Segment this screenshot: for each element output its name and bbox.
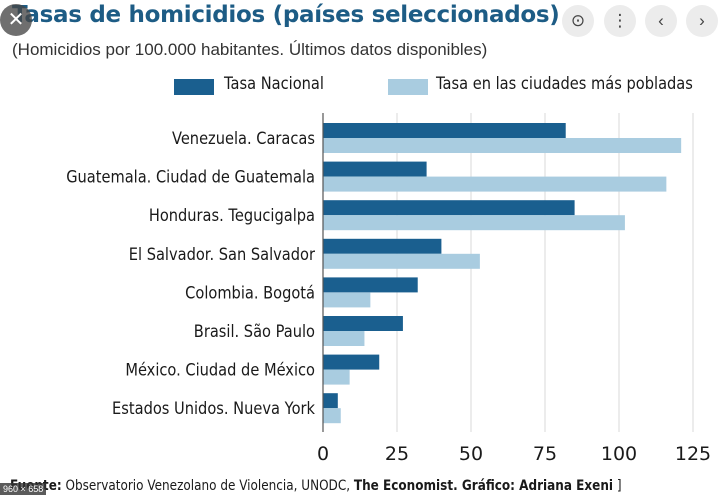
x-tick-label-0: 0 [317,443,329,465]
source-list: Observatorio Venezolano de Violencia, UN… [65,478,351,494]
bar-national-5 [323,316,403,331]
x-tick-label-50: 50 [459,443,483,465]
bar-national-3 [323,238,442,254]
chart-subtitle: (Homicidios por 100.000 habitantes. Últi… [12,40,488,59]
bar-national-1 [323,161,427,177]
legend-label-national: Tasa Nacional [224,74,324,94]
category-label-0: Venezuela. Caracas [172,128,315,148]
chart-title: Tasas de homicidios (países seleccionado… [12,2,560,28]
category-label-3: El Salvador. San Salvador [129,244,316,264]
bar-cities-4 [323,292,371,308]
bar-cities-6 [323,369,350,385]
source-note: Fuente: Observatorio Venezolano de Viole… [10,478,622,494]
bar-national-4 [323,277,418,293]
category-label-4: Colombia. Bogotá [185,282,315,302]
x-tick-label-25: 25 [385,443,409,465]
next-image-icon[interactable]: › [686,5,718,37]
close-icon[interactable]: ✕ [0,4,32,36]
source-suffix: ] [616,478,622,494]
image-dimensions-badge: 960 × 658 [0,483,47,495]
bar-cities-5 [323,331,365,346]
x-tick-label-125: 125 [675,443,711,465]
category-label-1: Guatemala. Ciudad de Guatemala [66,167,315,187]
category-label-6: México. Ciudad de México [125,360,315,380]
bar-national-0 [323,123,566,138]
bar-cities-7 [323,408,341,424]
bar-national-2 [323,200,575,216]
legend-swatch-cities [388,79,428,95]
bar-cities-2 [323,215,625,231]
more-options-icon[interactable]: ⋮ [604,5,636,37]
category-label-5: Brasil. São Paulo [194,321,315,341]
bar-national-7 [323,393,338,409]
lens-icon[interactable]: ⊙ [562,5,594,37]
category-label-2: Honduras. Tegucigalpa [149,205,315,225]
bar-cities-0 [323,138,682,153]
bar-cities-3 [323,253,480,269]
legend-label-cities: Tasa en las ciudades más pobladas [436,74,693,94]
previous-image-icon[interactable]: ‹ [645,5,677,37]
x-tick-label-100: 100 [601,443,637,465]
category-label-7: Estados Unidos. Nueva York [112,398,316,418]
x-tick-label-75: 75 [533,443,557,465]
source-economist: The Economist. Gráfico: Adriana Exeni [353,478,614,494]
bar-cities-1 [323,176,667,192]
legend-swatch-national [174,79,214,95]
bar-national-6 [323,354,380,370]
